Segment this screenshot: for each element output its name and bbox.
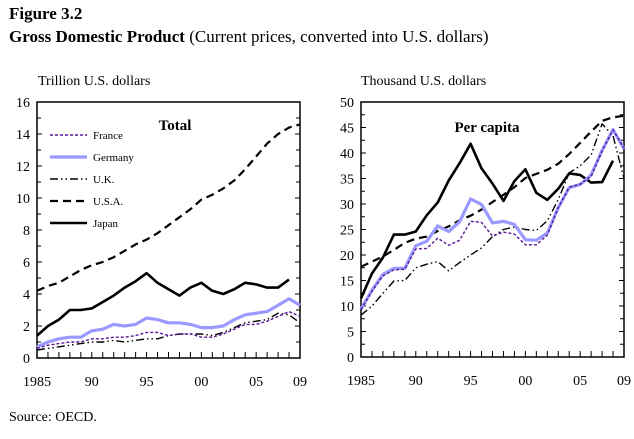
per-capita-ytick-label: 45 — [340, 122, 354, 137]
figure-title: Gross Domestic Product (Current prices, … — [9, 27, 489, 47]
total-series-germany — [36, 297, 301, 349]
per-capita-ytick-label: 50 — [340, 96, 354, 111]
legend-label: France — [93, 130, 123, 142]
legend-label: U.K. — [93, 174, 115, 186]
total-series-france — [36, 310, 301, 350]
figure-title-bold: Gross Domestic Product — [9, 27, 185, 46]
total-xtick-label: 1985 — [23, 375, 51, 390]
per-capita-ytick-label: 0 — [347, 351, 354, 366]
per-capita-xtick-label: 90 — [409, 374, 423, 389]
per-capita-ytick-label: 20 — [340, 249, 354, 264]
total-xtick-label: 90 — [85, 375, 99, 390]
total-ytick-label: 4 — [23, 288, 30, 303]
figure-title-rest: (Current prices, converted into U.S. dol… — [184, 27, 489, 46]
legend-label: U.S.A. — [93, 196, 124, 208]
per-capita-ytick-label: 10 — [340, 300, 354, 315]
per-capita-ytick-label: 25 — [340, 224, 354, 239]
per-capita-series-germany — [359, 127, 626, 310]
total-ytick-label: 12 — [16, 160, 30, 175]
per-capita-series-usa — [360, 114, 625, 268]
total-series-usa — [36, 123, 301, 292]
right-chart-unit-label: Thousand U.S. dollars — [361, 74, 487, 89]
total-ytick-label: 10 — [16, 192, 30, 207]
total-ytick-label: 0 — [23, 352, 30, 367]
legend-label: Japan — [93, 218, 119, 230]
per-capita-xtick-label: 05 — [573, 374, 587, 389]
per-capita-plot-frame — [360, 101, 625, 358]
legend-label: Germany — [93, 152, 134, 164]
per-capita-xtick-label: 1985 — [347, 374, 375, 389]
total-plot-frame — [36, 101, 301, 359]
per-capita-xtick-label: 00 — [518, 374, 532, 389]
per-capita-series-japan — [359, 142, 615, 299]
total-xtick-label: 05 — [249, 375, 263, 390]
source-note: Source: OECD. — [9, 410, 97, 425]
per-capita-ytick-label: 40 — [340, 147, 354, 162]
total-xtick-label: 95 — [140, 375, 154, 390]
figure-number: Figure 3.2 — [9, 4, 83, 23]
total-ytick-label: 2 — [23, 320, 30, 335]
per-capita-xtick-label: 95 — [464, 374, 478, 389]
total-series-uk — [36, 312, 301, 351]
total-ytick-label: 16 — [16, 96, 30, 111]
total-series-japan — [36, 271, 290, 337]
total-ytick-label: 6 — [23, 256, 30, 271]
total-ytick-label: 8 — [23, 224, 30, 239]
per-capita-chart-title: Per capita — [454, 120, 520, 136]
total-ytick-label: 14 — [16, 128, 30, 143]
per-capita-ytick-label: 30 — [340, 198, 354, 213]
per-capita-xtick-label: 09 — [617, 374, 631, 389]
per-capita-ytick-label: 5 — [347, 326, 354, 341]
total-xtick-label: 00 — [194, 375, 208, 390]
left-chart-unit-label: Trillion U.S. dollars — [38, 74, 151, 89]
per-capita-ytick-label: 35 — [340, 173, 354, 188]
per-capita-series-uk — [360, 123, 625, 316]
total-xtick-label: 09 — [293, 375, 307, 390]
total-chart-title: Total — [159, 118, 192, 134]
per-capita-series-france — [360, 129, 625, 310]
per-capita-ytick-label: 15 — [340, 275, 354, 290]
